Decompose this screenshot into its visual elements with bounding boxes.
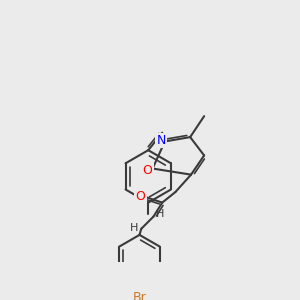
Text: H: H (156, 209, 165, 219)
Text: O: O (142, 164, 152, 176)
Text: O: O (136, 190, 145, 203)
Text: N: N (157, 134, 166, 147)
Text: H: H (130, 223, 139, 233)
Text: Br: Br (133, 291, 146, 300)
